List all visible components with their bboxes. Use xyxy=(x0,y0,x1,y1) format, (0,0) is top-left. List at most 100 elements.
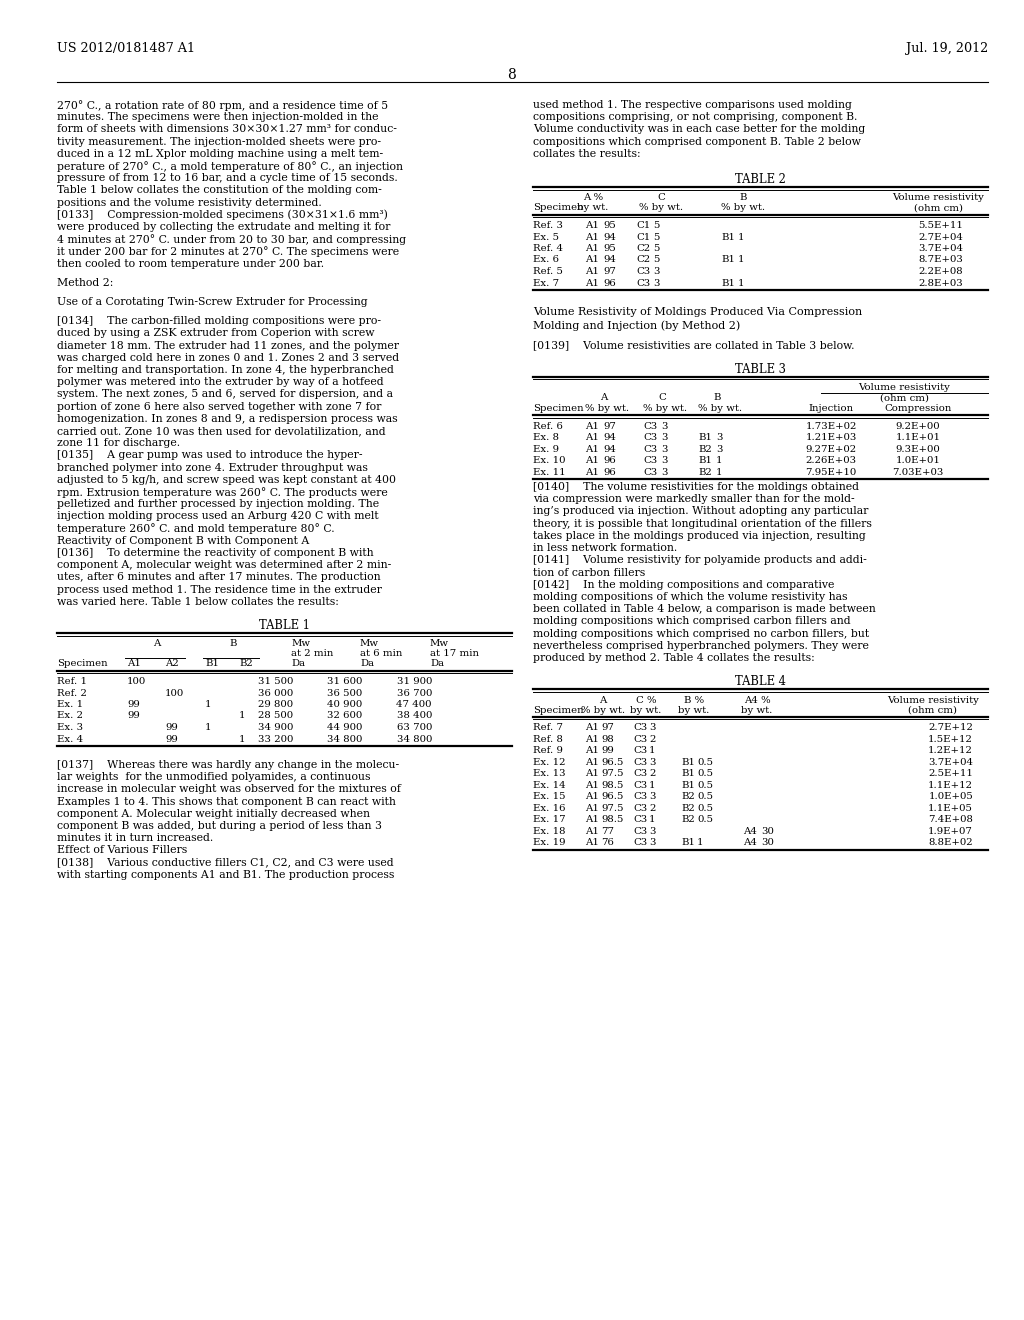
Text: rpm. Extrusion temperature was 260° C. The products were: rpm. Extrusion temperature was 260° C. T… xyxy=(57,487,388,498)
Text: A2: A2 xyxy=(165,660,179,668)
Text: 96.5: 96.5 xyxy=(601,792,624,801)
Text: Ref. 4: Ref. 4 xyxy=(534,244,563,253)
Text: 9.2E+00: 9.2E+00 xyxy=(896,421,940,430)
Text: % by wt.: % by wt. xyxy=(639,203,683,213)
Text: 1.9E+07: 1.9E+07 xyxy=(928,826,973,836)
Text: C3: C3 xyxy=(643,457,657,465)
Text: 1.73E+02: 1.73E+02 xyxy=(805,421,857,430)
Text: 3: 3 xyxy=(649,826,655,836)
Text: C3: C3 xyxy=(636,279,650,288)
Text: 94: 94 xyxy=(603,232,615,242)
Text: 31 900: 31 900 xyxy=(396,677,432,686)
Text: A1: A1 xyxy=(127,660,141,668)
Text: 2.7E+04: 2.7E+04 xyxy=(919,232,963,242)
Text: A4: A4 xyxy=(743,826,757,836)
Text: Mw: Mw xyxy=(291,639,310,648)
Text: TABLE 2: TABLE 2 xyxy=(735,173,786,186)
Text: C %: C % xyxy=(636,696,656,705)
Text: A1: A1 xyxy=(585,735,599,743)
Text: 36 000: 36 000 xyxy=(258,689,293,697)
Text: A1: A1 xyxy=(585,256,599,264)
Text: it under 200 bar for 2 minutes at 270° C. The specimens were: it under 200 bar for 2 minutes at 270° C… xyxy=(57,247,399,257)
Text: 32 600: 32 600 xyxy=(327,711,362,721)
Text: by wt.: by wt. xyxy=(678,706,710,714)
Text: 0.5: 0.5 xyxy=(697,816,713,824)
Text: 97: 97 xyxy=(603,267,615,276)
Text: A1: A1 xyxy=(585,792,599,801)
Text: Volume conductivity was in each case better for the molding: Volume conductivity was in each case bet… xyxy=(534,124,865,135)
Text: carried out. Zone 10 was then used for devolatilization, and: carried out. Zone 10 was then used for d… xyxy=(57,426,386,436)
Text: B %: B % xyxy=(684,696,705,705)
Text: B2: B2 xyxy=(681,804,694,813)
Text: 3: 3 xyxy=(662,433,668,442)
Text: minutes. The specimens were then injection-molded in the: minutes. The specimens were then injecti… xyxy=(57,112,379,123)
Text: 40 900: 40 900 xyxy=(327,700,362,709)
Text: utes, after 6 minutes and after 17 minutes. The production: utes, after 6 minutes and after 17 minut… xyxy=(57,573,381,582)
Text: lar weights  for the unmodified polyamides, a continuous: lar weights for the unmodified polyamide… xyxy=(57,772,371,783)
Text: 38 400: 38 400 xyxy=(396,711,432,721)
Text: component B was added, but during a period of less than 3: component B was added, but during a peri… xyxy=(57,821,382,832)
Text: 36 700: 36 700 xyxy=(396,689,432,697)
Text: 7.95E+10: 7.95E+10 xyxy=(805,467,857,477)
Text: A4: A4 xyxy=(743,838,757,847)
Text: Da: Da xyxy=(291,660,305,668)
Text: 94: 94 xyxy=(603,445,615,454)
Text: A1: A1 xyxy=(585,445,599,454)
Text: A4 %: A4 % xyxy=(743,696,770,705)
Text: C3: C3 xyxy=(633,826,647,836)
Text: B1: B1 xyxy=(721,232,735,242)
Text: A1: A1 xyxy=(585,244,599,253)
Text: 5: 5 xyxy=(653,232,659,242)
Text: B1: B1 xyxy=(721,279,735,288)
Text: C3: C3 xyxy=(633,746,647,755)
Text: theory, it is possible that longitudinal orientation of the fillers: theory, it is possible that longitudinal… xyxy=(534,519,871,529)
Text: C3: C3 xyxy=(643,433,657,442)
Text: tion of carbon fillers: tion of carbon fillers xyxy=(534,568,645,578)
Text: A1: A1 xyxy=(585,267,599,276)
Text: A1: A1 xyxy=(585,421,599,430)
Text: increase in molecular weight was observed for the mixtures of: increase in molecular weight was observe… xyxy=(57,784,400,795)
Text: 99: 99 xyxy=(165,734,178,743)
Text: A1: A1 xyxy=(585,816,599,824)
Text: Examples 1 to 4. This shows that component B can react with: Examples 1 to 4. This shows that compone… xyxy=(57,796,396,807)
Text: 97.5: 97.5 xyxy=(601,804,624,813)
Text: % by wt.: % by wt. xyxy=(698,404,742,413)
Text: Ex. 2: Ex. 2 xyxy=(57,711,83,721)
Text: Ex. 7: Ex. 7 xyxy=(534,279,559,288)
Text: Ref. 5: Ref. 5 xyxy=(534,267,563,276)
Text: 1: 1 xyxy=(738,256,744,264)
Text: B1: B1 xyxy=(205,660,219,668)
Text: A1: A1 xyxy=(585,457,599,465)
Text: Ex. 19: Ex. 19 xyxy=(534,838,565,847)
Text: TABLE 4: TABLE 4 xyxy=(735,675,786,688)
Text: Ref. 9: Ref. 9 xyxy=(534,746,563,755)
Text: 76: 76 xyxy=(601,838,613,847)
Text: 63 700: 63 700 xyxy=(396,723,432,733)
Text: Mw: Mw xyxy=(360,639,379,648)
Text: 5: 5 xyxy=(653,220,659,230)
Text: at 17 min: at 17 min xyxy=(430,648,479,657)
Text: 100: 100 xyxy=(127,677,146,686)
Text: C3: C3 xyxy=(633,816,647,824)
Text: Volume Resistivity of Moldings Produced Via Compression: Volume Resistivity of Moldings Produced … xyxy=(534,308,862,317)
Text: Ex. 15: Ex. 15 xyxy=(534,792,565,801)
Text: were produced by collecting the extrudate and melting it for: were produced by collecting the extrudat… xyxy=(57,222,390,232)
Text: Ex. 18: Ex. 18 xyxy=(534,826,565,836)
Text: 3: 3 xyxy=(662,457,668,465)
Text: Da: Da xyxy=(430,660,444,668)
Text: 1.21E+03: 1.21E+03 xyxy=(805,433,857,442)
Text: nevertheless comprised hyperbranched polymers. They were: nevertheless comprised hyperbranched pol… xyxy=(534,640,869,651)
Text: perature of 270° C., a mold temperature of 80° C., an injection: perature of 270° C., a mold temperature … xyxy=(57,161,403,172)
Text: 1: 1 xyxy=(239,711,246,721)
Text: 0.5: 0.5 xyxy=(697,780,713,789)
Text: B: B xyxy=(714,393,721,403)
Text: Compression: Compression xyxy=(885,404,951,413)
Text: % by wt.: % by wt. xyxy=(585,404,629,413)
Text: B1: B1 xyxy=(698,457,712,465)
Text: 30: 30 xyxy=(761,826,774,836)
Text: 2.8E+03: 2.8E+03 xyxy=(919,279,963,288)
Text: by wt.: by wt. xyxy=(741,706,773,714)
Text: form of sheets with dimensions 30×30×1.27 mm³ for conduc-: form of sheets with dimensions 30×30×1.2… xyxy=(57,124,397,135)
Text: 28 500: 28 500 xyxy=(258,711,293,721)
Text: C: C xyxy=(657,194,665,202)
